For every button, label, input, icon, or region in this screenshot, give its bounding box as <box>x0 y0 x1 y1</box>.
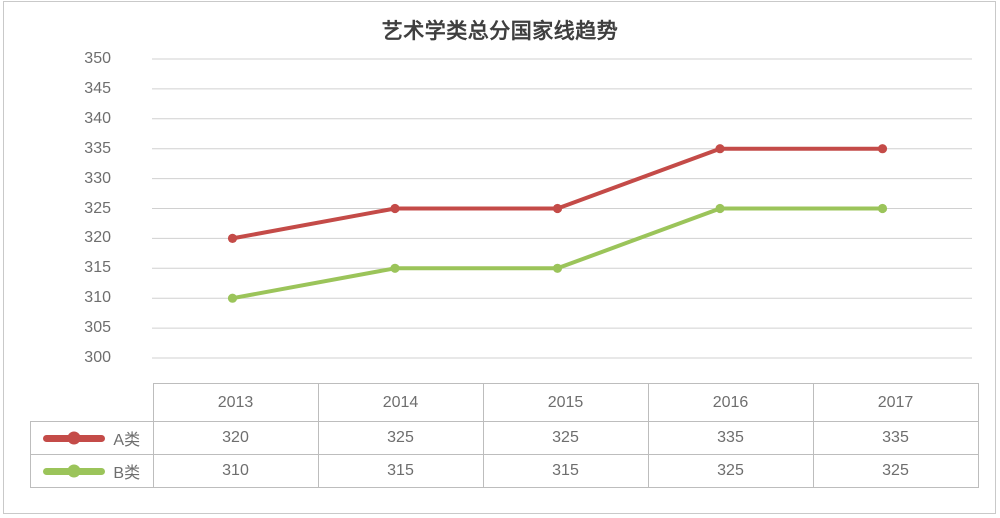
legend-label: A类 <box>113 432 141 449</box>
table-value-cell: 325 <box>812 454 979 488</box>
legend-marker-dot-icon <box>67 464 81 478</box>
y-axis-tick-label: 325 <box>84 199 111 217</box>
data-point <box>552 263 563 273</box>
table-value-cell: 335 <box>812 421 979 455</box>
data-point <box>227 233 238 243</box>
table-value-cell: 320 <box>152 421 319 455</box>
y-axis-tick-label: 340 <box>84 109 111 127</box>
data-point <box>715 144 725 154</box>
table-value-cell: 335 <box>647 421 814 455</box>
data-point <box>877 144 888 154</box>
y-axis-tick-label: 350 <box>84 50 111 67</box>
y-axis-tick-label: 320 <box>84 229 111 247</box>
legend-cell: B类 <box>30 454 154 488</box>
table-row: B类 310 315 315 325 325 <box>30 454 979 488</box>
legend-marker-dot-icon <box>67 431 81 445</box>
table-value-cell: 325 <box>647 454 814 488</box>
y-axis-tick-label: 305 <box>84 319 111 337</box>
y-axis-tick-label: 315 <box>84 259 111 277</box>
data-point <box>877 203 888 214</box>
table-header-year: 2017 <box>812 383 979 422</box>
table-value-cell: 325 <box>317 421 484 455</box>
y-axis-tick-label: 310 <box>84 289 111 307</box>
legend-marker-line-icon <box>43 431 106 445</box>
legend-key: A类 <box>31 426 152 450</box>
legend-marker-line-icon <box>43 464 106 478</box>
series-line-a <box>230 146 885 241</box>
y-axis-tick-label: 345 <box>84 79 111 97</box>
data-point <box>552 203 563 214</box>
y-axis-tick-label: 330 <box>84 169 111 187</box>
table-header-year: 2016 <box>647 383 814 422</box>
y-axis-tick-label: 300 <box>84 349 111 366</box>
legend-label: B类 <box>113 465 141 482</box>
chart-title: 艺术学类总分国家线趋势 <box>381 20 619 43</box>
data-point <box>715 203 725 214</box>
table-header-year: 2014 <box>317 383 484 422</box>
table-value-cell: 315 <box>482 454 649 488</box>
table-value-cell: 310 <box>152 454 319 488</box>
table-header-year: 2015 <box>482 383 649 422</box>
table-corner-blank <box>31 384 154 422</box>
data-point <box>227 293 238 303</box>
data-table: 2013 2014 2015 2016 2017 A类 320 325 325 335 335 B类… <box>30 383 979 488</box>
legend-key: B类 <box>31 459 152 483</box>
table-header-year: 2013 <box>152 383 319 422</box>
data-point <box>390 203 400 214</box>
table-row: A类 320 325 325 335 335 <box>30 421 979 455</box>
table-value-cell: 315 <box>317 454 484 488</box>
legend-cell: A类 <box>30 421 154 455</box>
table-value-cell: 325 <box>482 421 649 455</box>
y-axis-tick-label: 335 <box>84 139 111 157</box>
data-point <box>390 263 400 273</box>
table-header-row: 2013 2014 2015 2016 2017 <box>31 383 979 422</box>
